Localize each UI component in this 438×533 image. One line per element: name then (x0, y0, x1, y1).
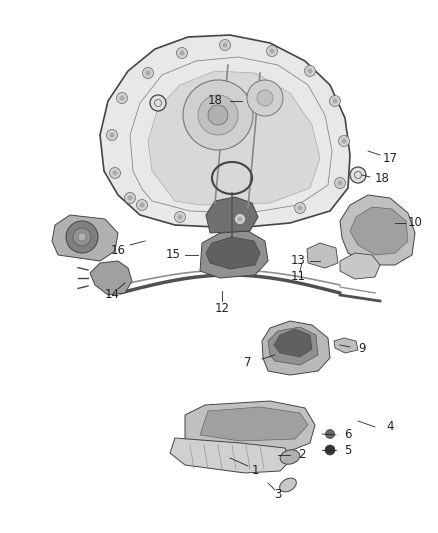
Circle shape (180, 51, 184, 55)
Text: 12: 12 (215, 302, 230, 314)
Circle shape (339, 135, 350, 147)
Circle shape (307, 69, 312, 74)
Circle shape (110, 167, 120, 179)
Circle shape (266, 45, 278, 56)
Polygon shape (200, 231, 268, 278)
Circle shape (257, 90, 273, 106)
Text: 13: 13 (290, 254, 305, 268)
Circle shape (66, 221, 98, 253)
Circle shape (142, 68, 153, 78)
Polygon shape (170, 438, 290, 473)
Circle shape (304, 66, 315, 77)
Text: 10: 10 (408, 216, 422, 230)
Circle shape (325, 430, 335, 439)
Circle shape (78, 233, 86, 241)
Circle shape (120, 95, 124, 101)
Circle shape (113, 171, 117, 175)
Circle shape (110, 133, 114, 138)
Circle shape (137, 199, 148, 211)
Polygon shape (206, 237, 260, 269)
Polygon shape (200, 407, 308, 441)
Polygon shape (90, 261, 132, 295)
Circle shape (174, 212, 186, 222)
Circle shape (219, 39, 230, 51)
Polygon shape (52, 215, 118, 261)
Circle shape (106, 130, 117, 141)
Circle shape (183, 80, 253, 150)
Circle shape (223, 43, 227, 47)
Circle shape (247, 80, 283, 116)
Circle shape (329, 95, 340, 107)
Circle shape (335, 177, 346, 189)
Circle shape (294, 203, 305, 214)
Circle shape (208, 105, 228, 125)
Circle shape (269, 49, 275, 53)
Ellipse shape (280, 450, 300, 464)
Circle shape (332, 99, 338, 103)
Text: 2: 2 (298, 448, 306, 462)
Circle shape (145, 70, 151, 76)
Polygon shape (268, 327, 318, 365)
Circle shape (237, 216, 243, 222)
Circle shape (198, 95, 238, 135)
Polygon shape (334, 338, 358, 353)
Text: 9: 9 (358, 343, 366, 356)
Circle shape (350, 167, 366, 183)
Polygon shape (262, 321, 330, 375)
Circle shape (150, 95, 166, 111)
Circle shape (234, 214, 246, 224)
Polygon shape (206, 197, 258, 233)
Polygon shape (100, 35, 350, 228)
Ellipse shape (279, 478, 297, 492)
Text: 17: 17 (382, 151, 398, 165)
Circle shape (325, 445, 335, 455)
Text: 11: 11 (290, 271, 305, 284)
Circle shape (127, 196, 133, 200)
Text: 4: 4 (386, 421, 394, 433)
Polygon shape (185, 401, 315, 453)
Text: 7: 7 (244, 357, 252, 369)
Circle shape (139, 203, 145, 207)
Text: 16: 16 (110, 245, 126, 257)
Polygon shape (148, 71, 320, 205)
Text: 15: 15 (166, 248, 180, 262)
Circle shape (177, 47, 187, 59)
Polygon shape (340, 253, 380, 279)
Text: 1: 1 (251, 464, 259, 478)
Polygon shape (350, 207, 408, 255)
Text: 18: 18 (374, 172, 389, 184)
Text: 14: 14 (105, 288, 120, 302)
Text: 6: 6 (344, 429, 352, 441)
Polygon shape (307, 243, 338, 268)
Circle shape (177, 214, 183, 220)
Circle shape (342, 139, 346, 143)
Circle shape (124, 192, 135, 204)
Text: 18: 18 (208, 94, 223, 108)
Polygon shape (274, 329, 312, 357)
Text: 3: 3 (274, 489, 282, 502)
Circle shape (117, 93, 127, 103)
Text: 5: 5 (344, 445, 352, 457)
Circle shape (73, 228, 91, 246)
Circle shape (297, 206, 303, 211)
Circle shape (338, 181, 343, 185)
Polygon shape (340, 195, 415, 265)
